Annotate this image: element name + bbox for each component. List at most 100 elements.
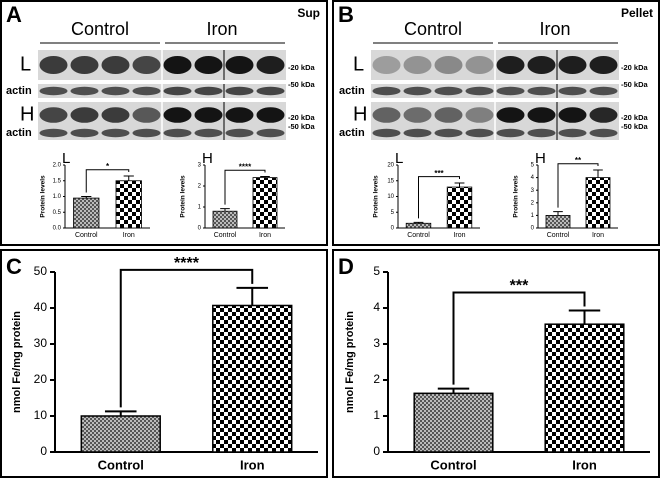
y-tick-label: 0 [373, 444, 380, 458]
size-marker: -50 kDa [621, 122, 649, 131]
blot-band [403, 128, 432, 138]
error-bar [81, 196, 92, 199]
significance-label: **** [174, 255, 200, 272]
blot-band [558, 86, 587, 96]
y-axis-label: Protein levels [513, 175, 520, 218]
blot-band [70, 128, 99, 138]
significance-bracket [557, 163, 599, 208]
y-tick-label: 40 [34, 300, 48, 314]
blot-title: Sup [297, 6, 320, 20]
y-tick-label: 1 [373, 408, 380, 422]
x-tick-label: Iron [240, 457, 265, 472]
y-tick-label: 2 [531, 200, 535, 206]
y-tick-label: 2 [373, 372, 380, 386]
y-axis-label: Protein levels [40, 175, 47, 218]
x-tick-label: Control [214, 232, 237, 239]
bar [585, 177, 611, 229]
y-tick-label: 1 [531, 213, 535, 219]
blot-band [465, 107, 494, 123]
blot-band [434, 128, 463, 138]
error-bar [413, 221, 424, 224]
y-tick-label: 3 [198, 163, 202, 169]
blot-band [465, 86, 494, 96]
blot-band [163, 107, 192, 123]
blot-band [225, 107, 254, 123]
panel-letter: B [338, 2, 354, 27]
blot-band [372, 56, 401, 74]
blot-band [163, 86, 192, 96]
y-tick-label: 30 [34, 336, 48, 350]
y-tick-label: 5 [391, 210, 395, 216]
x-tick-label: Iron [572, 457, 597, 472]
blot-band [194, 107, 223, 123]
blot-band [39, 128, 68, 138]
size-marker: -50 kDa [288, 122, 316, 131]
y-tick-label: 0.0 [53, 226, 62, 232]
blot-band [589, 86, 618, 96]
bar [252, 177, 278, 229]
y-tick-label: 50 [34, 264, 48, 278]
bar [212, 210, 238, 229]
size-marker: -20 kDa [621, 113, 649, 122]
blot-band [496, 56, 525, 74]
bar [73, 197, 100, 229]
panel-letter: A [6, 2, 22, 27]
x-tick-label: Iron [592, 232, 604, 239]
blot-band [256, 128, 285, 138]
blot-band [558, 56, 587, 74]
blot-band [163, 56, 192, 74]
error-bar [236, 286, 269, 306]
blot-band [132, 56, 161, 74]
blot-band [589, 56, 618, 74]
blot-band [527, 56, 556, 74]
group-label: Iron [539, 19, 570, 39]
error-bar [220, 208, 230, 212]
y-axis-label: nmol Fe/mg protein [344, 311, 356, 413]
bar [80, 415, 161, 453]
blot-band [372, 86, 401, 96]
significance-bracket [119, 268, 254, 408]
y-tick-label: 2 [198, 184, 202, 190]
y-tick-label: 0 [198, 226, 202, 232]
x-tick-label: Control [75, 232, 98, 239]
blot-band [70, 86, 99, 96]
y-tick-label: 4 [531, 175, 535, 181]
blot-band [434, 86, 463, 96]
x-tick-label: Control [547, 232, 570, 239]
group-label: Iron [206, 19, 237, 39]
group-label: Control [404, 19, 462, 39]
blot-band [465, 56, 494, 74]
blot-band [496, 128, 525, 138]
panel-letter: D [338, 254, 354, 279]
x-tick-label: Iron [123, 232, 135, 239]
bar [405, 222, 432, 229]
error-bar [260, 176, 270, 178]
blot-band [132, 86, 161, 96]
size-marker: -20 kDa [288, 63, 316, 72]
bar [544, 323, 625, 453]
error-bar [593, 169, 603, 178]
blot-band [558, 107, 587, 123]
y-tick-label: 5 [531, 163, 535, 169]
size-marker: -20 kDa [621, 63, 649, 72]
blot-band [527, 86, 556, 96]
chart-title: H [202, 150, 213, 167]
significance-bracket [85, 169, 130, 193]
chart-title: L [395, 150, 403, 167]
blot-band [496, 86, 525, 96]
blot-band [372, 107, 401, 123]
blot-band [194, 86, 223, 96]
blot-band [101, 56, 130, 74]
chart-title: H [535, 150, 546, 167]
x-tick-label: Iron [259, 232, 271, 239]
y-tick-label: 0 [391, 226, 395, 232]
y-axis-label: nmol Fe/mg protein [11, 311, 23, 413]
blot-band [225, 56, 254, 74]
blot-band [39, 86, 68, 96]
blot-band [70, 107, 99, 123]
significance-bracket [452, 291, 586, 385]
y-tick-label: 1.5 [53, 178, 62, 184]
row-label: actin [339, 127, 365, 139]
blot-band [589, 107, 618, 123]
